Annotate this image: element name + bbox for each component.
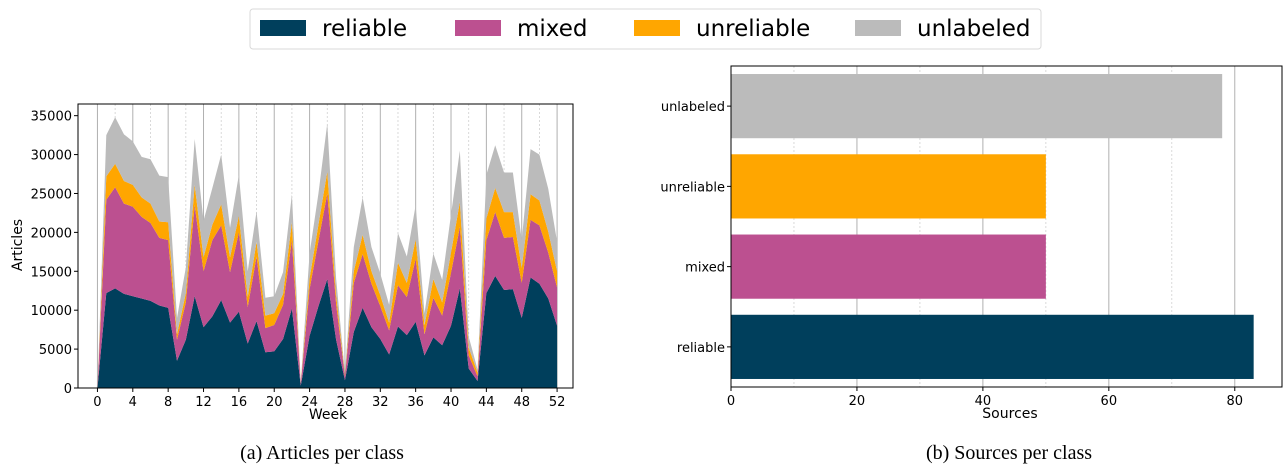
articles-x-tick-label: 0 bbox=[93, 395, 101, 410]
legend-swatch-mixed bbox=[455, 20, 501, 36]
articles-y-tick-label: 5000 bbox=[39, 343, 72, 358]
articles-plot-frame bbox=[77, 103, 574, 389]
bar-unlabeled bbox=[731, 74, 1223, 139]
articles-x-tick-label: 20 bbox=[266, 395, 283, 410]
sources-x-tick-label: 80 bbox=[1226, 394, 1243, 409]
articles-x-tick-label: 44 bbox=[478, 395, 495, 410]
articles-x-tick-label: 24 bbox=[301, 395, 318, 410]
articles-x-tick-label: 32 bbox=[372, 395, 389, 410]
sources-per-class-chart: 0 20 40 60 80 reliable mixed unreliable unlabel… bbox=[660, 65, 1283, 464]
bar-unreliable bbox=[731, 154, 1046, 219]
bar-mixed bbox=[731, 234, 1046, 299]
legend-label-unreliable: unreliable bbox=[696, 16, 810, 42]
area-series-unlabeled bbox=[97, 117, 558, 388]
sources-category-label-unreliable: unreliable bbox=[660, 180, 725, 195]
area-series-reliable bbox=[97, 275, 558, 388]
articles-x-tick-label: 28 bbox=[337, 395, 354, 410]
sources-category-label-reliable: reliable bbox=[677, 341, 725, 356]
sources-category-label-mixed: mixed bbox=[685, 261, 725, 276]
sources-x-tick-label: 60 bbox=[1101, 394, 1118, 409]
articles-x-axis-label: Week bbox=[309, 407, 348, 423]
articles-x-tick-label: 36 bbox=[407, 395, 424, 410]
articles-x-tick-label: 16 bbox=[231, 395, 248, 410]
articles-caption: (a) Articles per class bbox=[240, 442, 404, 464]
articles-x-tick-label: 48 bbox=[513, 395, 530, 410]
articles-y-tick-label: 0 bbox=[64, 382, 72, 397]
legend: reliable mixed unreliable unlabeled bbox=[249, 8, 1042, 50]
legend-label-reliable: reliable bbox=[322, 16, 407, 42]
articles-x-tick-label: 8 bbox=[164, 395, 172, 410]
legend-swatch-reliable bbox=[260, 20, 306, 36]
sources-x-tick-label: 20 bbox=[849, 394, 866, 409]
sources-category-label-unlabeled: unlabeled bbox=[661, 100, 725, 115]
articles-y-tick-label: 10000 bbox=[31, 304, 72, 319]
legend-label-mixed: mixed bbox=[517, 16, 587, 42]
sources-x-tick-label: 0 bbox=[727, 394, 735, 409]
area-series-mixed bbox=[97, 187, 558, 388]
articles-y-tick-label: 35000 bbox=[31, 110, 72, 125]
legend-label-unlabeled: unlabeled bbox=[917, 16, 1031, 42]
sources-x-tick-label: 40 bbox=[975, 394, 992, 409]
articles-y-tick-label: 20000 bbox=[31, 226, 72, 241]
legend-swatch-unlabeled bbox=[855, 20, 901, 36]
articles-x-tick-label: 4 bbox=[129, 395, 137, 410]
bar-reliable bbox=[731, 314, 1254, 379]
articles-x-tick-label: 12 bbox=[195, 395, 212, 410]
articles-per-class-chart: 0 4 8 12 16 20 24 28 32 36 40 44 48 52 05000100001500… bbox=[10, 103, 574, 464]
sources-plot-frame bbox=[730, 65, 1283, 388]
legend-swatch-unreliable bbox=[634, 20, 680, 36]
articles-y-axis-label: Articles bbox=[10, 219, 26, 271]
sources-caption: (b) Sources per class bbox=[926, 442, 1092, 464]
sources-x-axis-label: Sources bbox=[982, 406, 1037, 422]
articles-y-tick-label: 30000 bbox=[31, 149, 72, 164]
articles-y-tick-label: 25000 bbox=[31, 187, 72, 202]
articles-y-tick-label: 15000 bbox=[31, 265, 72, 280]
articles-x-tick-label: 52 bbox=[549, 395, 566, 410]
articles-x-tick-label: 40 bbox=[443, 395, 460, 410]
